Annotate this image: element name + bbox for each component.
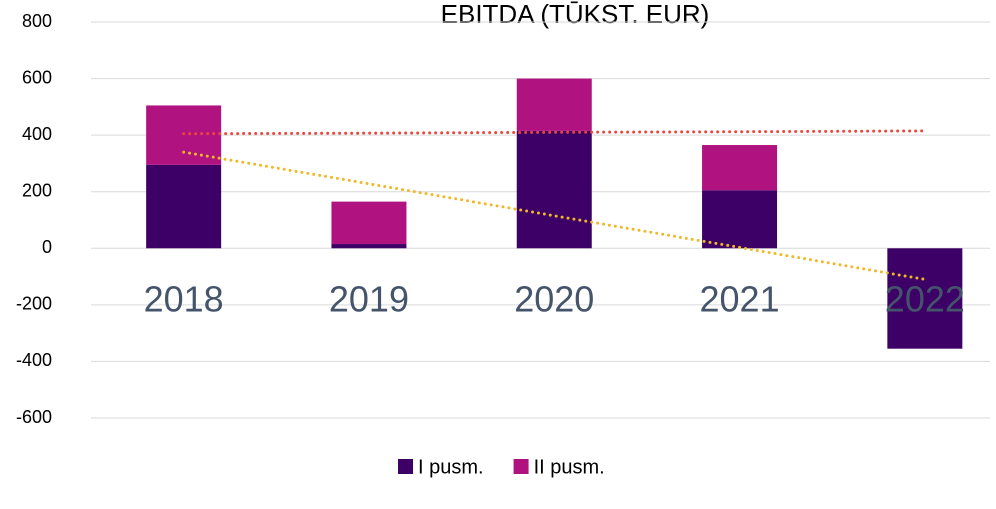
- bar: [331, 201, 407, 245]
- x-tick-label: 2020: [514, 279, 594, 320]
- trendline: [182, 129, 927, 136]
- legend-swatch: [513, 459, 529, 474]
- y-tick-label: 200: [22, 180, 52, 200]
- legend-swatch: [398, 459, 413, 474]
- x-tick-label: 2018: [144, 279, 224, 320]
- bar: [516, 78, 592, 131]
- bar: [887, 248, 963, 349]
- legend-label: II pusm.: [534, 456, 605, 478]
- trendline: [182, 150, 927, 281]
- x-tick-label: 2022: [885, 279, 965, 320]
- x-tick-label: 2019: [329, 279, 409, 320]
- y-tick-label: -400: [16, 350, 52, 370]
- y-tick-label: 600: [22, 67, 52, 87]
- x-tick-label: 2021: [700, 279, 780, 320]
- chart-title: EBITDA (TŪKST. EUR): [441, 0, 710, 29]
- y-tick-label: 400: [22, 124, 52, 144]
- bar: [146, 164, 222, 249]
- bar: [331, 244, 407, 249]
- bar: [702, 190, 778, 249]
- bar: [516, 130, 592, 249]
- y-tick-label: 800: [22, 11, 52, 31]
- y-tick-label: -200: [16, 294, 52, 314]
- legend-label: I pusm.: [418, 456, 484, 478]
- y-tick-label: -600: [16, 407, 52, 427]
- y-tick-label: 0: [42, 237, 52, 257]
- bar: [702, 145, 778, 191]
